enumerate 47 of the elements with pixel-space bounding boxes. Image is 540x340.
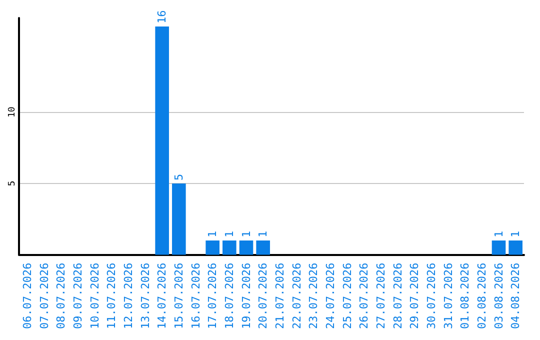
x-tick-label: 04.08.2026 xyxy=(509,262,522,330)
x-tick-label: 30.07.2026 xyxy=(424,262,438,330)
x-tick-label: 11.07.2026 xyxy=(105,262,118,330)
x-tick-label: 06.07.2026 xyxy=(20,262,34,330)
bar xyxy=(239,240,254,255)
x-tick-label: 15.07.2026 xyxy=(172,262,186,330)
x-tick-label: 02.08.2026 xyxy=(475,262,488,330)
data-label: 1 xyxy=(240,230,253,238)
x-tick-label: 03.08.2026 xyxy=(492,262,506,330)
x-tick-label: 10.07.2026 xyxy=(88,262,102,330)
x-tick-label: 07.07.2026 xyxy=(38,262,51,330)
bar xyxy=(172,183,186,255)
data-label: 5 xyxy=(172,174,186,180)
x-tick-label: 31.07.2026 xyxy=(442,262,455,330)
x-tick-label: 18.07.2026 xyxy=(222,262,236,330)
x-tick-label: 16.07.2026 xyxy=(189,262,202,330)
x-tick-label: 21.07.2026 xyxy=(273,262,286,330)
data-label: 1 xyxy=(256,230,270,238)
bar xyxy=(155,26,169,255)
x-tick-label: 13.07.2026 xyxy=(138,262,152,330)
x-tick-label: 24.07.2026 xyxy=(324,262,337,330)
x-tick-label: 29.07.2026 xyxy=(408,262,422,330)
x-tick-label: 28.07.2026 xyxy=(391,262,404,330)
x-tick-label: 01.08.2026 xyxy=(458,262,472,330)
x-tick-label: 20.07.2026 xyxy=(256,262,270,330)
x-tick-label: 23.07.2026 xyxy=(307,262,320,330)
data-label: 16 xyxy=(156,10,169,24)
x-tick-label: 22.07.2026 xyxy=(290,262,304,330)
x-tick-label: 12.07.2026 xyxy=(122,262,135,330)
bar xyxy=(256,240,270,255)
x-tick-label: 27.07.2026 xyxy=(374,262,388,330)
x-tick-label: 09.07.2026 xyxy=(71,262,84,330)
bar xyxy=(508,240,522,255)
data-label: 1 xyxy=(509,230,522,238)
bar xyxy=(492,240,506,255)
x-tick-label: 25.07.2026 xyxy=(340,262,354,330)
x-tick-label: 26.07.2026 xyxy=(358,262,371,330)
data-label: 1 xyxy=(492,230,506,238)
data-label: 1 xyxy=(222,230,236,238)
bar xyxy=(206,240,220,255)
x-tick-label: 14.07.2026 xyxy=(156,262,169,330)
y-tick-label: 10 xyxy=(8,106,18,118)
bar xyxy=(222,240,236,255)
data-label: 1 xyxy=(206,230,220,238)
x-tick-label: 19.07.2026 xyxy=(240,262,253,330)
x-tick-label: 08.07.2026 xyxy=(54,262,68,330)
x-tick-label: 17.07.2026 xyxy=(206,262,220,330)
